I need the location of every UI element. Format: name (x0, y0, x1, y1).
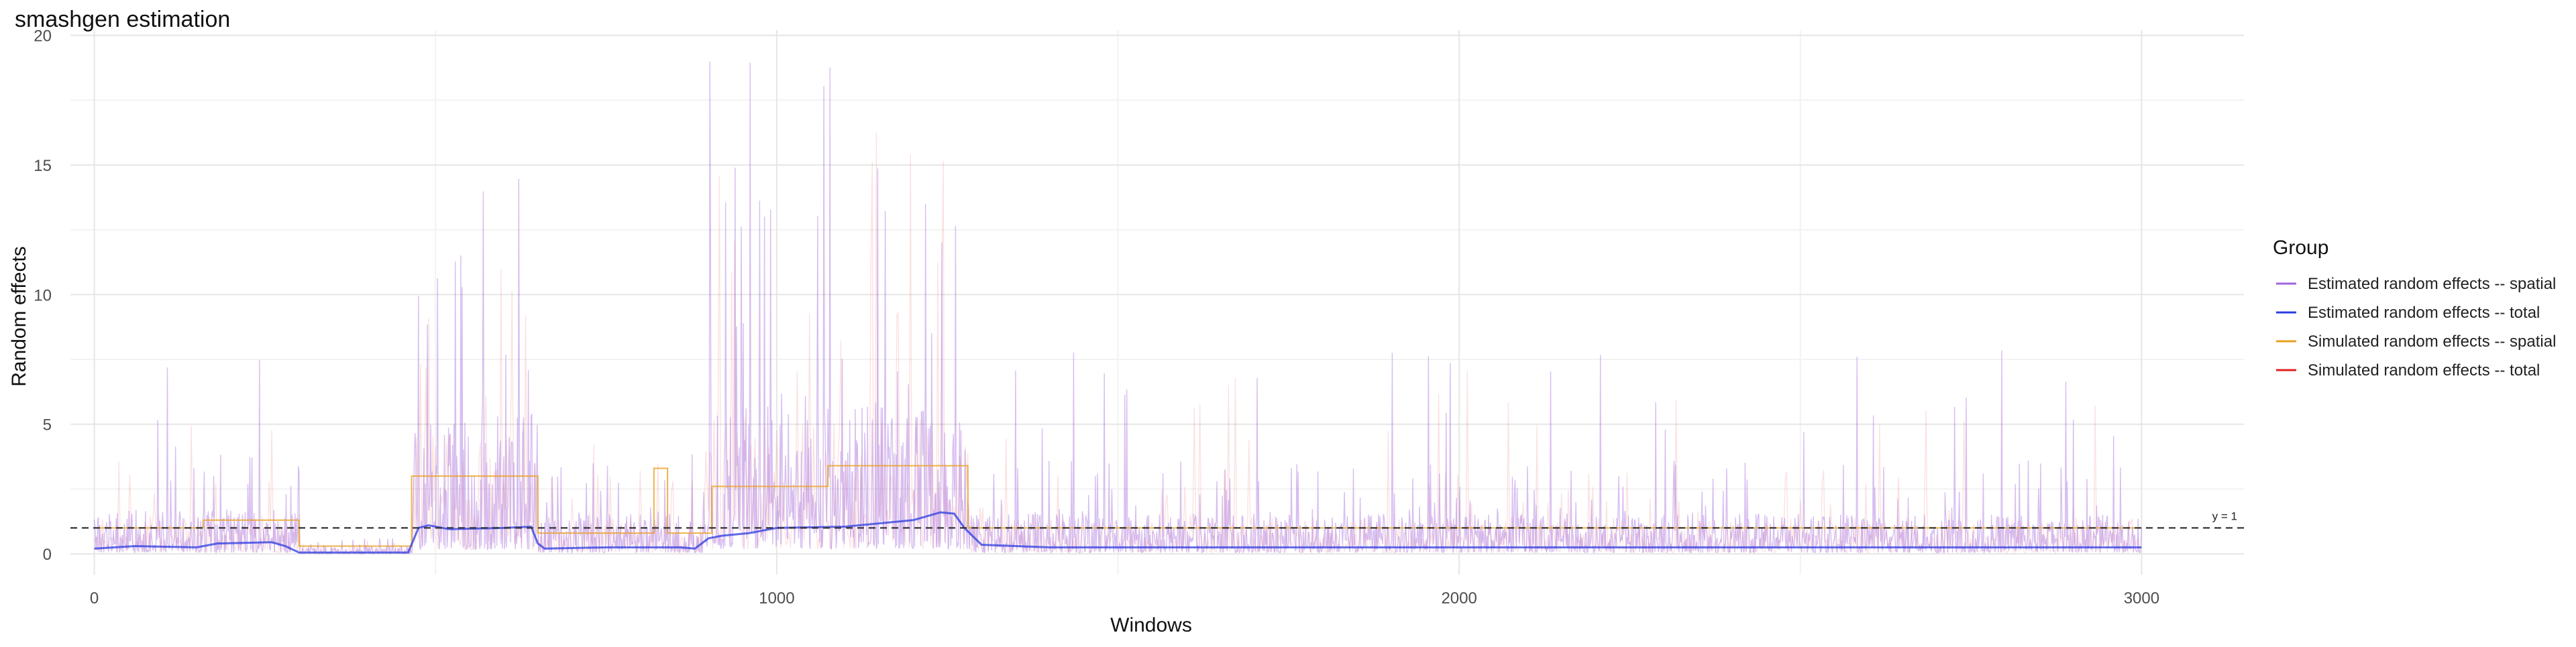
legend: Group Estimated random effects -- spatia… (2273, 237, 2556, 379)
series-layer (93, 61, 2143, 556)
y-tick-label: 15 (34, 157, 52, 175)
legend-entry-label: Simulated random effects -- total (2308, 361, 2540, 379)
legend-title: Group (2273, 237, 2328, 259)
x-tick-label: 0 (90, 589, 99, 607)
x-tick-label: 2000 (1441, 589, 1477, 607)
minor-grid (70, 30, 2244, 575)
y-tick-label: 20 (34, 27, 52, 46)
y-tick-label: 0 (43, 546, 52, 564)
y-tick-label: 5 (43, 416, 52, 434)
axis-layer: 0 5 10 15 20 0 1000 2000 3000 (34, 27, 2159, 607)
series-simulated-spatial-line (94, 465, 2142, 547)
legend-entry-label: Simulated random effects -- spatial (2308, 333, 2556, 351)
x-tick-label: 1000 (759, 589, 794, 607)
y-tick-label: 10 (34, 286, 52, 304)
chart-title: smashgen estimation (15, 7, 230, 32)
y-axis-label: Random effects (8, 246, 30, 387)
series-estimated-total-line (94, 511, 2142, 554)
reference-line-label: y = 1 (2212, 510, 2237, 522)
reference-layer: y = 1 (70, 510, 2244, 529)
x-tick-label: 3000 (2124, 589, 2159, 607)
x-axis-label: Windows (1110, 614, 1192, 636)
major-grid (70, 30, 2244, 575)
legend-entry-label: Estimated random effects -- total (2308, 304, 2540, 322)
legend-entry-label: Estimated random effects -- spatial (2308, 275, 2556, 293)
